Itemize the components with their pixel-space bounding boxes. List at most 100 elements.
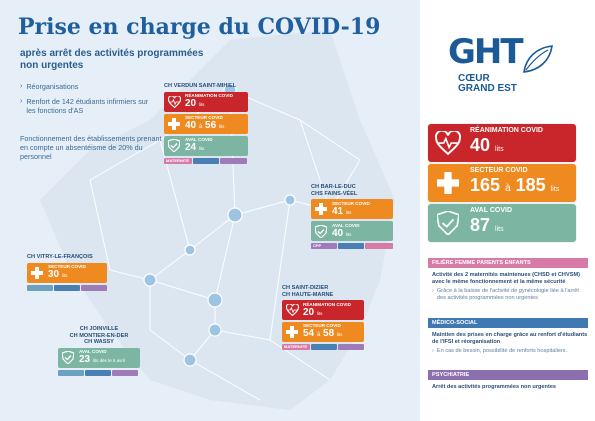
rea-value: 20 <box>185 98 197 109</box>
range-separator: à <box>505 182 511 194</box>
chip-purple <box>112 369 138 376</box>
bullet-item: › Réorganisations <box>20 82 150 91</box>
chevron-right-icon: › <box>20 83 23 90</box>
total-secteur-to: 185 <box>515 174 546 195</box>
site-name-line1: CH BAR-LE-DUC <box>311 184 356 190</box>
absenteeism-note: Fonctionnement des établissements prenan… <box>20 134 162 161</box>
aval-value: 24 <box>185 142 197 153</box>
chip-purple <box>220 157 247 164</box>
bullet-item: › Renfort de 142 étudiants infirmiers su… <box>20 97 150 115</box>
unit-label: lits <box>550 185 560 193</box>
section-text-filiere: Activité des 2 maternités maintenues (CH… <box>432 272 588 302</box>
unit-label: lits <box>345 231 352 237</box>
chip-blue <box>338 243 364 249</box>
bullet-text: Renfort de 142 étudiants infirmiers sur … <box>26 97 149 115</box>
site-name: CH VITRY-LE-FRANÇOIS <box>27 254 93 260</box>
secteur-from: 40 <box>185 119 197 131</box>
site-name-line3: CH WASSY <box>84 339 114 345</box>
unit-label: lits <box>316 310 323 316</box>
page-title: Prise en charge du COVID-19 <box>18 14 381 40</box>
site-vitry: CH VITRY-LE-FRANÇOIS SECTEUR COVID 30 li… <box>27 254 107 291</box>
chip-maternite: MATERNITÉ <box>282 344 310 350</box>
chevron-right-icon: › <box>20 98 23 105</box>
aval-value: 23 <box>79 354 91 365</box>
chip-blue <box>193 157 219 164</box>
chip-maternite: MATERNITÉ <box>164 157 192 164</box>
section-text-medico-social: Maintien des prises en charge grâce au r… <box>432 332 588 355</box>
leaf-logo-icon <box>523 45 553 73</box>
chip-purple <box>338 344 364 350</box>
secteur-covid-card: SECTEUR COVID 41 lits <box>311 199 393 219</box>
chip-pink <box>365 243 393 249</box>
node-east <box>284 194 296 206</box>
logo-line1: CŒUR <box>458 73 490 84</box>
chip-teal <box>27 284 53 291</box>
unit-label: lits <box>495 145 504 153</box>
shield-check-icon <box>61 351 75 365</box>
total-aval-value: 87 <box>470 214 491 235</box>
card-label: SECTEUR COVID <box>303 323 341 328</box>
secteur-covid-card: SECTEUR COVID 30 lits <box>27 262 107 283</box>
aval-value: 40 <box>332 227 344 239</box>
shield-check-icon <box>167 139 181 153</box>
bullet-list: › Réorganisations › Renfort de 142 étudi… <box>20 82 150 121</box>
chip-purple <box>81 284 107 291</box>
node-joinville <box>183 353 197 367</box>
total-label: AVAL COVID <box>470 206 513 214</box>
secteur-to: 58 <box>323 328 335 339</box>
unit-label: lits dès le 6 avril <box>92 358 125 363</box>
unit-label: lits <box>345 209 352 215</box>
section-header-medico-social: MÉDICO-SOCIAL <box>428 318 588 328</box>
chevron-right-icon: › <box>432 288 434 294</box>
unit-label: lits <box>495 225 504 233</box>
site-name: CH VERDUN SAINT-MIHIEL <box>164 83 237 89</box>
card-label: RÉANIMATION COVID <box>303 301 351 307</box>
site-name-line2: CH MONTIER-EN-DER <box>69 332 129 339</box>
card-label: SECTEUR COVID <box>48 264 86 269</box>
chip-cpp: CPP <box>311 243 337 249</box>
rea-covid-card: RÉANIMATION COVID 20 lits <box>164 91 248 112</box>
site-saint-dizier: CH SAINT-DIZIER CH HAUTE-MARNE RÉANIMATI… <box>282 285 364 350</box>
card-label: AVAL COVID <box>332 222 360 228</box>
card-label: RÉANIMATION COVID <box>185 93 233 98</box>
network-nodes <box>143 83 296 367</box>
section-main-text: Arrêt des activités programmées non urge… <box>432 384 557 390</box>
secteur-value: 30 <box>48 269 60 280</box>
section-header-filiere: FILIÈRE FEMME PARENTS ENFANTS <box>428 258 588 268</box>
chip-blue <box>85 369 111 376</box>
service-chips: MATERNITÉ <box>164 157 248 164</box>
total-aval-card: AVAL COVID 87 lits <box>428 204 576 242</box>
plus-icon <box>167 117 181 131</box>
total-rea-card: RÉANIMATION COVID 40 lits <box>428 124 576 162</box>
section-main-text: Maintien des prises en charge grâce au r… <box>432 332 588 345</box>
site-bar-le-duc: CH BAR-LE-DUC CHS FAINS-VÉEL SECTEUR COV… <box>311 184 393 249</box>
service-chips <box>27 284 107 291</box>
bullet-text: Réorganisations <box>26 82 79 91</box>
secteur-value: 41 <box>332 205 344 217</box>
site-name-line1: CH SAINT-DIZIER <box>282 285 329 291</box>
logo-line2: GRAND EST <box>458 83 517 94</box>
ght-logo-letters: GHT <box>448 32 524 72</box>
node-mid <box>184 244 196 256</box>
section-text-psychiatrie: Arrêt des activités programmées non urge… <box>432 384 588 391</box>
site-name-line2: CHS FAINS-VÉEL <box>311 190 358 197</box>
node-center <box>227 207 243 223</box>
chip-blue <box>54 284 80 291</box>
site-name-line1: CH JOINVILLE <box>79 326 119 332</box>
node-left <box>143 273 157 287</box>
unit-label: lits <box>198 102 205 107</box>
rea-value: 20 <box>303 306 315 318</box>
node-stdizier <box>207 292 223 308</box>
aval-covid-card: AVAL COVID 24 lits <box>164 135 248 156</box>
heartbeat-icon <box>434 129 462 157</box>
total-secteur-from: 165 <box>470 174 501 195</box>
plus-icon <box>314 202 328 216</box>
range-separator: à <box>198 123 203 130</box>
aval-covid-card: AVAL COVID 40 lits <box>311 221 393 241</box>
unit-label: lits <box>336 332 343 337</box>
plus-icon <box>285 325 299 339</box>
page-subtitle: après arrêt des activités programmées no… <box>20 48 204 71</box>
logo-subtitle: CŒUR GRAND EST <box>458 74 517 94</box>
shield-check-icon <box>434 209 462 237</box>
